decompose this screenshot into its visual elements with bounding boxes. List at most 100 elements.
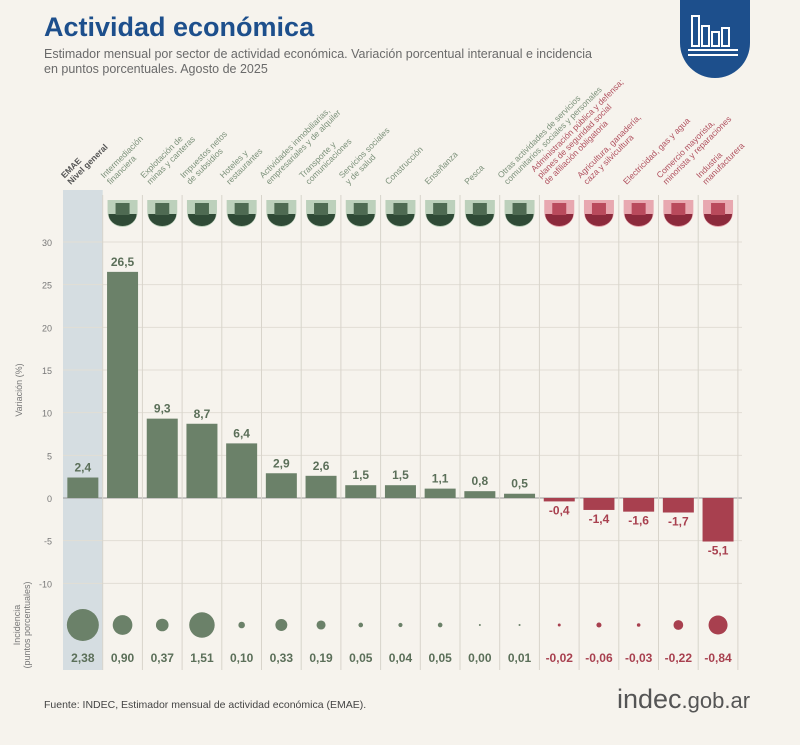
category-label: Hoteles yrestaurantes xyxy=(218,140,265,187)
incidence-value-label: -0,03 xyxy=(625,651,653,665)
incidence-bubble xyxy=(238,621,245,629)
page-title: Actividad económica xyxy=(44,12,315,42)
incidence-bubble xyxy=(398,622,403,628)
logo-suffix: .gob.ar xyxy=(681,688,751,713)
source-note: Fuente: INDEC, Estimador mensual de acti… xyxy=(44,699,367,711)
livestock-icon xyxy=(583,200,614,228)
incidence-value-label: -0,22 xyxy=(665,651,693,665)
incidence-bubble xyxy=(708,615,728,635)
incidence-bubble xyxy=(673,620,684,630)
bar xyxy=(623,498,655,512)
incidence-value-label: 0,37 xyxy=(151,651,175,665)
bar xyxy=(305,475,337,498)
indec-logo: indec.gob.ar xyxy=(617,684,750,715)
incidence-bubble xyxy=(112,615,133,635)
gears-icon xyxy=(703,200,734,228)
bar-value-label: 0,8 xyxy=(472,474,489,488)
bar-value-label: 8,7 xyxy=(194,407,211,421)
fishing-icon xyxy=(464,200,495,228)
bar-value-label: 9,3 xyxy=(154,402,171,416)
bar xyxy=(424,488,456,498)
incidence-bubble xyxy=(189,612,215,638)
incidence-value-label: 2,38 xyxy=(71,651,95,665)
y-tick-label: 30 xyxy=(42,238,52,248)
incidence-value-label: -0,84 xyxy=(704,651,732,665)
bar-value-label: 0,5 xyxy=(511,477,528,491)
y-tick-label: 10 xyxy=(42,409,52,419)
incidence-bubble xyxy=(316,620,326,630)
bar-value-label: -1,6 xyxy=(628,514,649,528)
culture-icon xyxy=(504,200,535,228)
incidence-value-label: 0,00 xyxy=(468,651,492,665)
chart-badge xyxy=(680,0,750,78)
bar xyxy=(67,477,99,498)
y-tick-label: 25 xyxy=(42,281,52,291)
bar xyxy=(265,473,297,498)
incidence-value-label: -0,06 xyxy=(585,651,613,665)
category-label: EMAENivel general xyxy=(59,136,110,187)
incidence-value-label: 0,33 xyxy=(270,651,294,665)
incidence-bubble xyxy=(437,622,443,628)
y2-axis-label: Incidencia(puntos porcentuales) xyxy=(12,581,32,668)
category-label: Enseñanza xyxy=(422,149,459,186)
bar-value-label: 2,4 xyxy=(75,461,92,475)
bar xyxy=(662,498,694,513)
health-icon xyxy=(345,200,376,228)
government-icon xyxy=(544,200,575,228)
incidence-bubble xyxy=(596,622,602,628)
construction-icon xyxy=(385,200,416,228)
oil-pump-icon xyxy=(147,200,178,228)
bar xyxy=(226,443,258,498)
bar xyxy=(583,498,615,510)
chart: 30 25 20 15 10 5 0 -5 -10 Variación (%) Incidencia… xyxy=(12,77,746,670)
bar-value-label: -1,4 xyxy=(589,512,610,526)
incidence-bubble xyxy=(636,623,641,627)
incidence-value-label: -0,02 xyxy=(546,651,574,665)
incidence-value-label: 0,19 xyxy=(309,651,333,665)
hotel-icon xyxy=(226,200,257,228)
tractor-icon xyxy=(623,200,654,228)
y-tick-label: 0 xyxy=(47,494,52,504)
transport-icon xyxy=(306,200,337,228)
incidence-value-label: 0,90 xyxy=(111,651,135,665)
commerce-icon xyxy=(663,200,694,228)
bar xyxy=(345,485,377,498)
incidence-bubble xyxy=(518,623,521,627)
bar xyxy=(384,485,416,498)
bar-value-label: 2,6 xyxy=(313,459,330,473)
logo-main: indec xyxy=(617,684,682,714)
y-tick-label: 20 xyxy=(42,323,52,333)
y-axis-label: Variación (%) xyxy=(14,363,24,416)
y-tick-label: 15 xyxy=(42,366,52,376)
incidence-bubble xyxy=(155,618,169,632)
y-tick-label: -5 xyxy=(44,537,52,547)
incidence-bubble xyxy=(557,623,561,627)
category-label: Pesca xyxy=(462,162,486,186)
bar-value-label: 26,5 xyxy=(111,255,135,269)
y-tick-label: 5 xyxy=(47,451,52,461)
incidence-bubble xyxy=(275,619,288,631)
incidence-bubble xyxy=(478,624,481,626)
y-tick-label: -10 xyxy=(39,579,52,589)
bar-value-label: 6,4 xyxy=(233,426,250,440)
bar-value-label: -0,4 xyxy=(549,503,570,517)
education-icon xyxy=(425,200,456,228)
real-estate-icon xyxy=(266,200,297,228)
bar-value-label: -5,1 xyxy=(708,544,729,558)
bar xyxy=(702,498,734,542)
bar xyxy=(107,271,139,498)
bar xyxy=(504,493,536,498)
bank-icon xyxy=(107,200,138,228)
incidence-bubble xyxy=(66,609,99,641)
bar-value-label: 1,1 xyxy=(432,472,449,486)
page-subtitle: Estimador mensual por sector de activida… xyxy=(44,47,592,76)
bar xyxy=(464,491,496,498)
incidence-value-label: 0,04 xyxy=(389,651,413,665)
bar-value-label: 2,9 xyxy=(273,456,290,470)
incidence-value-label: 0,05 xyxy=(428,651,452,665)
incidence-value-label: 0,01 xyxy=(508,651,532,665)
highlight-column xyxy=(63,190,103,670)
bar-value-label: 1,5 xyxy=(352,468,369,482)
bar xyxy=(146,418,178,498)
bar-value-label: -1,7 xyxy=(668,515,689,529)
